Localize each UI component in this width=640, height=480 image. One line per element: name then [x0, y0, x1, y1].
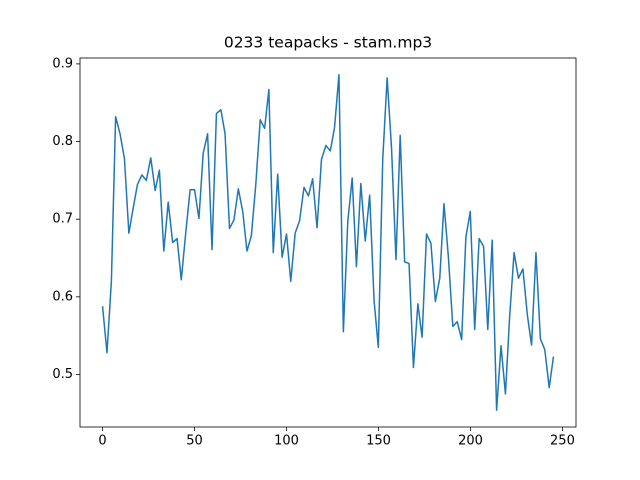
x-tick-label: 100 [274, 434, 299, 449]
y-tick-label: 0.5 [52, 367, 73, 382]
plot-frame [79, 57, 577, 428]
y-tick-label: 0.7 [52, 212, 73, 227]
y-tick-label: 0.6 [52, 289, 73, 304]
x-tick-label: 250 [550, 434, 575, 449]
x-tick-label: 50 [186, 434, 203, 449]
x-tick-label: 0 [98, 434, 106, 449]
data-line [101, 74, 555, 411]
chart-title: 0233 teapacks - stam.mp3 [224, 34, 432, 52]
x-tick-label: 200 [458, 434, 483, 449]
y-tick-label: 0.8 [52, 134, 73, 149]
x-tick-label: 150 [366, 434, 391, 449]
y-tick-label: 0.9 [52, 56, 73, 71]
